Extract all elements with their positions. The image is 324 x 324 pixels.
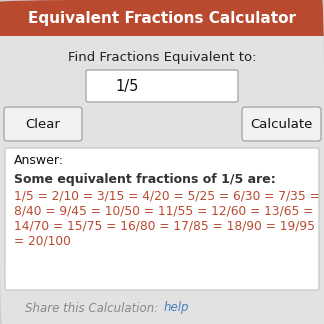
Text: help: help [164, 302, 190, 315]
Text: Calculate: Calculate [250, 118, 312, 131]
Text: 8/40 = 9/45 = 10/50 = 11/55 = 12/60 = 13/65 =: 8/40 = 9/45 = 10/50 = 11/55 = 12/60 = 13… [14, 204, 313, 217]
Text: 14/70 = 15/75 = 16/80 = 17/85 = 18/90 = 19/95: 14/70 = 15/75 = 16/80 = 17/85 = 18/90 = … [14, 219, 315, 233]
Text: Equivalent Fractions Calculator: Equivalent Fractions Calculator [28, 10, 296, 26]
Text: 1/5: 1/5 [115, 78, 138, 94]
Text: Some equivalent fractions of 1/5 are:: Some equivalent fractions of 1/5 are: [14, 172, 276, 186]
Text: 1/5 = 2/10 = 3/15 = 4/20 = 5/25 = 6/30 = 7/35 =: 1/5 = 2/10 = 3/15 = 4/20 = 5/25 = 6/30 =… [14, 190, 320, 202]
Text: Answer:: Answer: [14, 154, 64, 167]
FancyBboxPatch shape [4, 107, 82, 141]
FancyBboxPatch shape [5, 148, 319, 290]
Text: Share this Calculation:: Share this Calculation: [25, 302, 162, 315]
FancyBboxPatch shape [86, 70, 238, 102]
FancyBboxPatch shape [242, 107, 321, 141]
Bar [0, 0, 324, 36]
Text: Find Fractions Equivalent to:: Find Fractions Equivalent to: [68, 51, 256, 64]
Text: Clear: Clear [26, 118, 61, 131]
Text: = 20/100: = 20/100 [14, 235, 71, 248]
